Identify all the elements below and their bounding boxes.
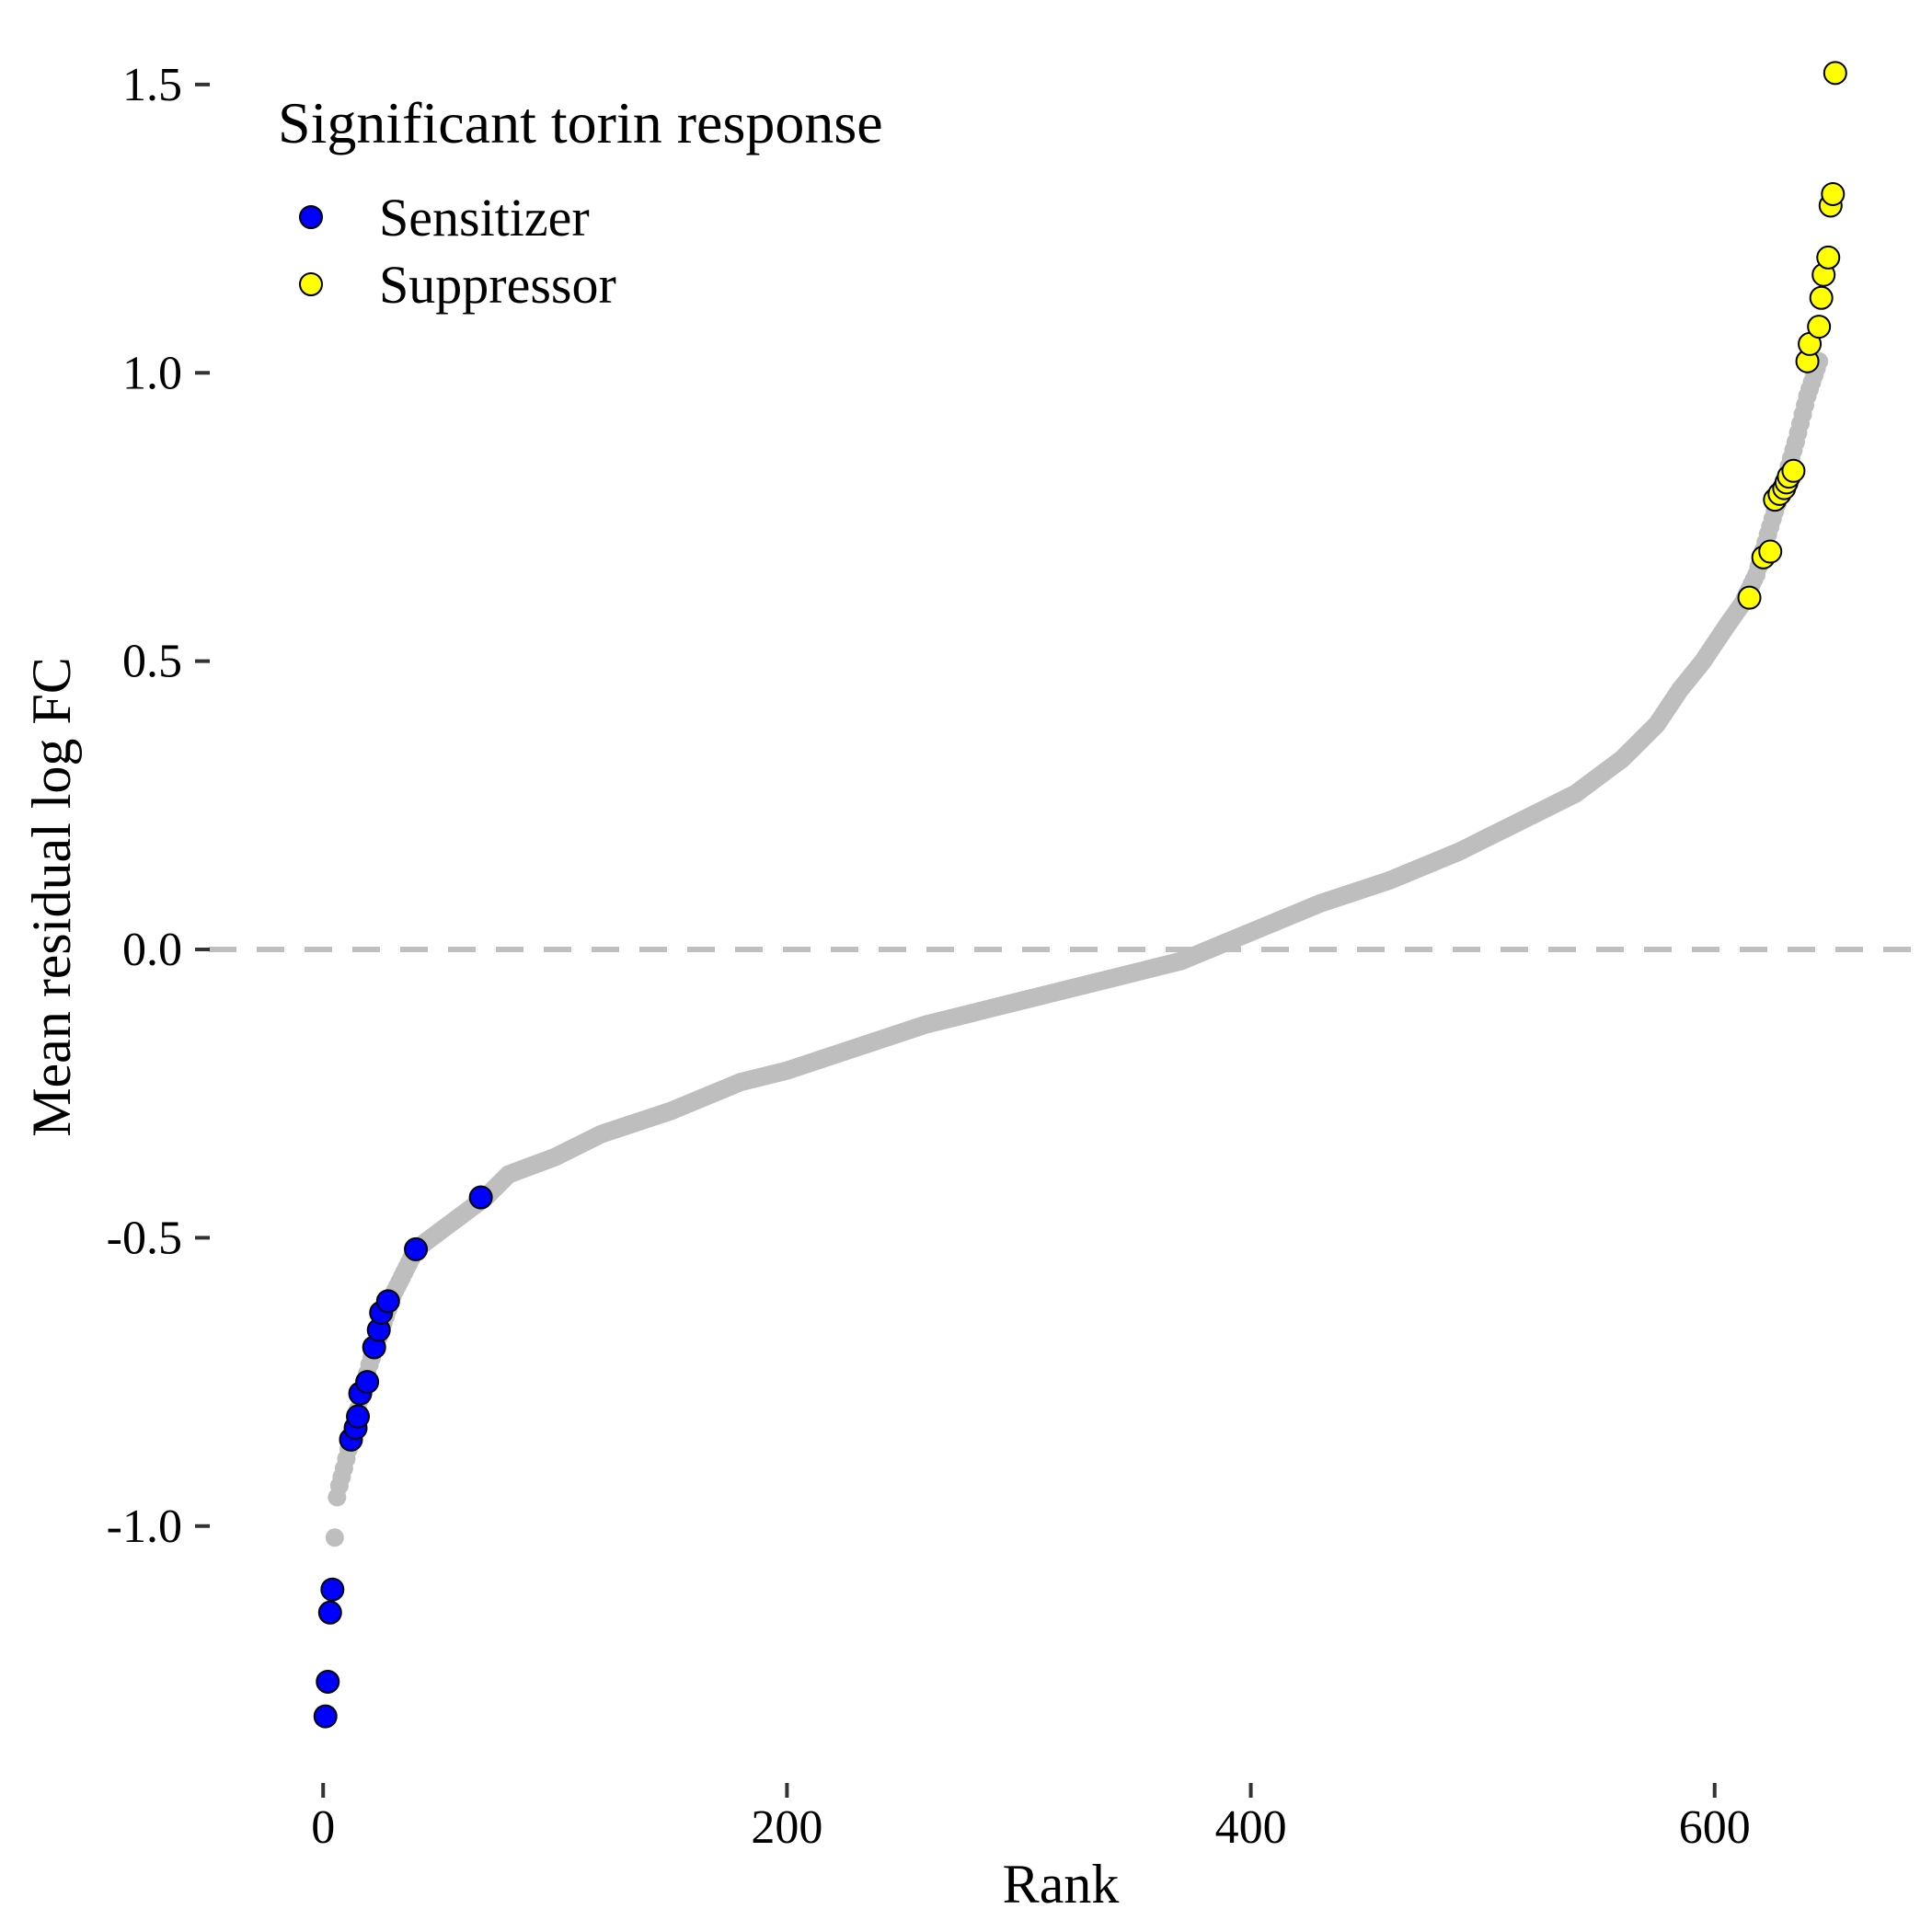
y-axis-title: Mean residual log FC bbox=[21, 657, 82, 1137]
suppressor-point bbox=[1737, 585, 1762, 610]
legend-key-sensitizer bbox=[299, 205, 323, 229]
x-tick-label: 200 bbox=[751, 1801, 822, 1854]
suppressor-point bbox=[1816, 245, 1841, 270]
suppressor-point bbox=[1809, 285, 1834, 310]
legend-key-suppressor bbox=[299, 272, 323, 296]
y-tick-label: -0.5 bbox=[107, 1212, 182, 1264]
legend: Significant torin response Sensitizer Su… bbox=[278, 90, 883, 315]
suppressor-point bbox=[1823, 61, 1847, 86]
sensitizer-point bbox=[316, 1669, 340, 1694]
sensitizer-point bbox=[346, 1404, 371, 1429]
sensitizer-point bbox=[317, 1600, 342, 1625]
suppressor-point bbox=[1807, 315, 1832, 339]
x-tick-label: 400 bbox=[1215, 1801, 1287, 1854]
y-tick-label: 0.5 bbox=[122, 636, 182, 688]
series-sensitizer bbox=[313, 1185, 493, 1729]
sensitizer-point bbox=[355, 1370, 380, 1395]
legend-label-suppressor: Suppressor bbox=[379, 255, 616, 315]
x-tick-label: 0 bbox=[311, 1801, 335, 1854]
x-tick-label: 600 bbox=[1679, 1801, 1751, 1854]
sensitizer-point bbox=[313, 1704, 338, 1729]
series-suppressor bbox=[1737, 61, 1847, 610]
suppressor-point bbox=[1758, 539, 1783, 564]
background-point bbox=[325, 1528, 344, 1547]
highlighted-points bbox=[313, 61, 1847, 1729]
x-axis: 0 200 400 600 bbox=[311, 1783, 1751, 1854]
suppressor-point bbox=[1781, 458, 1806, 483]
x-axis-title: Rank bbox=[1003, 1854, 1120, 1915]
y-tick-label: 1.5 bbox=[122, 59, 182, 111]
legend-title: Significant torin response bbox=[278, 90, 883, 155]
y-tick-label: 1.0 bbox=[122, 347, 182, 399]
y-axis: -1.0 -0.5 0.0 0.5 1.0 1.5 bbox=[107, 59, 210, 1553]
sensitizer-point bbox=[404, 1236, 429, 1261]
sensitizer-point bbox=[375, 1289, 400, 1314]
sensitizer-point bbox=[468, 1185, 493, 1210]
y-tick-label: 0.0 bbox=[122, 924, 182, 976]
suppressor-point bbox=[1821, 181, 1846, 206]
y-tick-label: -1.0 bbox=[107, 1501, 182, 1553]
sensitizer-point bbox=[320, 1577, 345, 1602]
legend-label-sensitizer: Sensitizer bbox=[379, 188, 590, 247]
plot-area bbox=[209, 61, 1912, 1729]
